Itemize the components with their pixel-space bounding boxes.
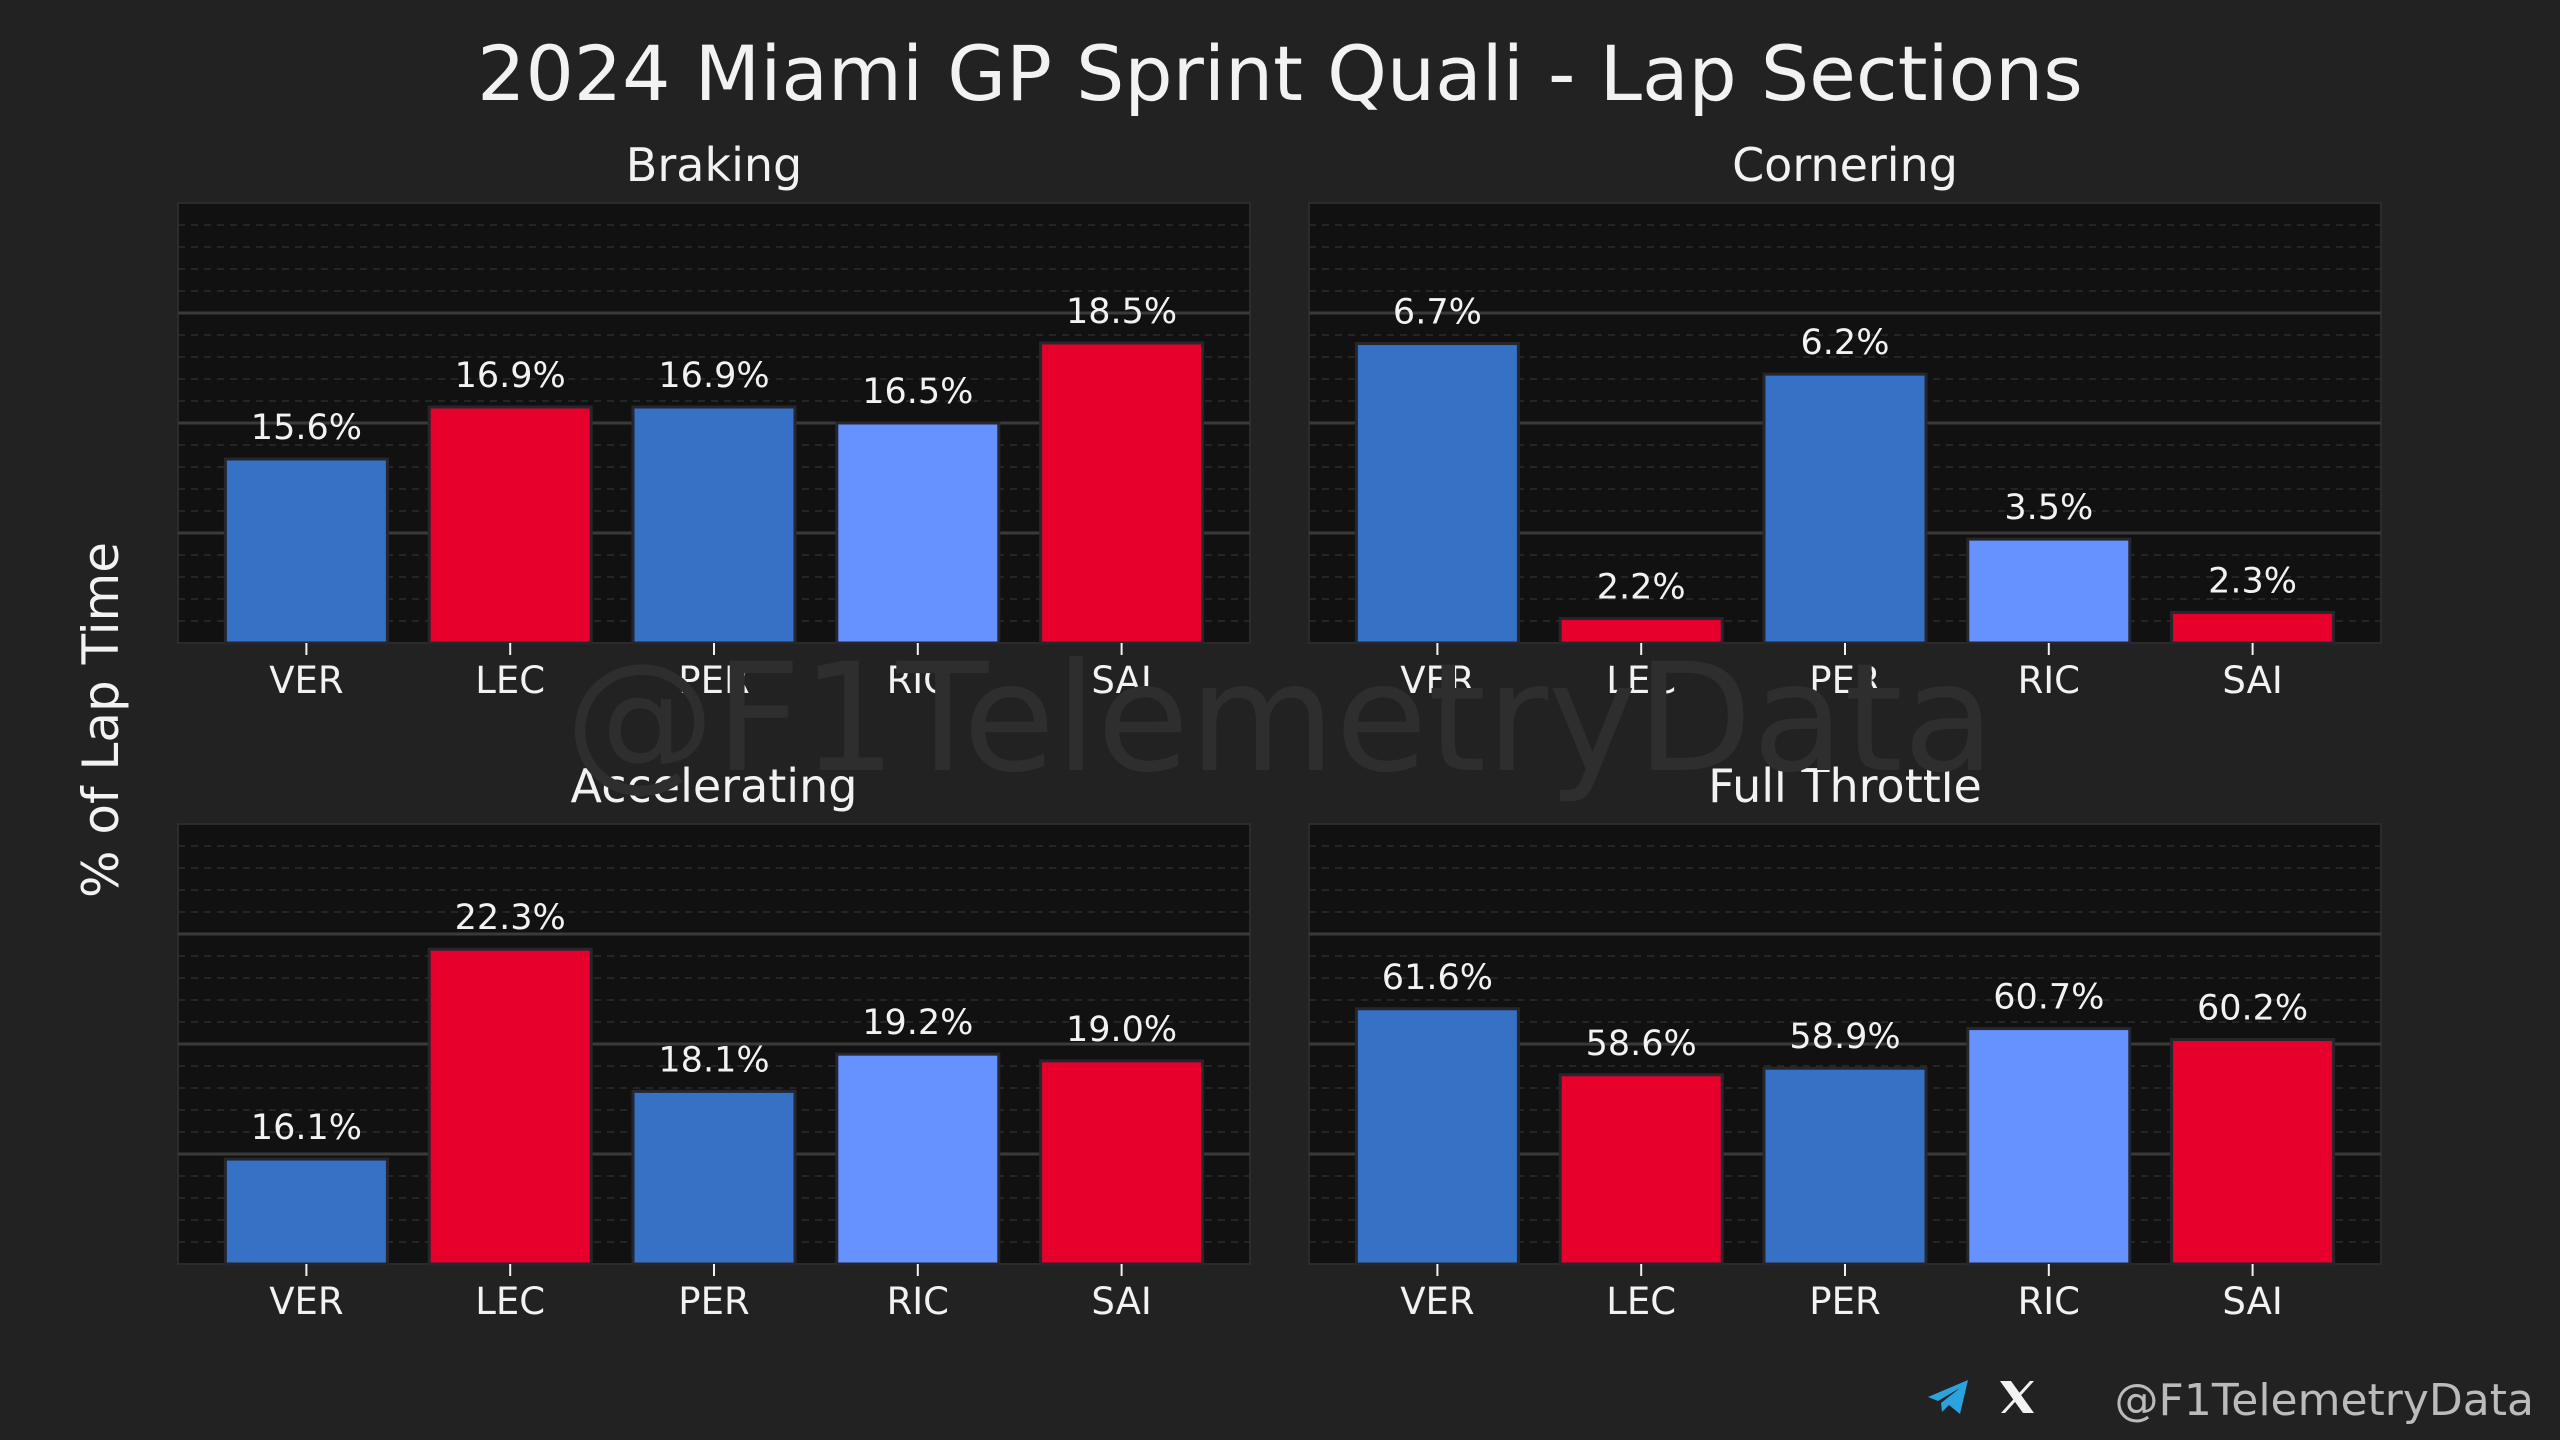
- subplot-cornering: Cornering 6.7% VER 2.2% LEC 6.2% PER 3.5% RIC 2.3…: [1308, 138, 2382, 702]
- data-label-ric: 19.2%: [862, 1003, 973, 1043]
- data-label-ver: 6.7%: [1393, 293, 1482, 333]
- data-label-lec: 2.2%: [1597, 568, 1686, 608]
- x-tick-label-per: PER: [678, 1280, 749, 1323]
- data-label-lec: 58.6%: [1586, 1024, 1697, 1064]
- data-label-ver: 61.6%: [1382, 958, 1493, 998]
- data-label-per: 6.2%: [1801, 323, 1890, 363]
- x-tick-label-lec: LEC: [1606, 659, 1676, 702]
- data-label-ver: 15.6%: [251, 408, 362, 448]
- bar-ver: [223, 1157, 389, 1266]
- x-tick-label-ric: RIC: [2018, 1280, 2080, 1323]
- bar-per: [631, 1089, 797, 1266]
- x-tick-label-ver: VER: [1400, 659, 1474, 702]
- data-label-sai: 18.5%: [1066, 292, 1177, 332]
- bar-per: [1762, 1066, 1928, 1266]
- footer: @F1TelemetryData: [1928, 1375, 2534, 1426]
- bar-per: [1762, 372, 1928, 645]
- bar-sai: [1039, 341, 1205, 645]
- y-axis-label: % of Lap Time: [72, 542, 130, 898]
- subplot-full-throttle: Full Throttle 61.6% VER 58.6% LEC 58.9% PER 60.…: [1308, 759, 2382, 1323]
- x-tick-label-ver: VER: [1400, 1280, 1474, 1323]
- x-tick-label-lec: LEC: [475, 1280, 545, 1323]
- data-label-ric: 60.7%: [1993, 978, 2104, 1018]
- x-tick-label-ric: RIC: [887, 659, 949, 702]
- data-label-lec: 16.9%: [455, 356, 566, 396]
- bar-sai: [2170, 610, 2336, 645]
- bar-per: [631, 405, 797, 645]
- data-label-sai: 19.0%: [1066, 1010, 1177, 1050]
- bar-lec: [427, 947, 593, 1266]
- bar-ric: [835, 1052, 1001, 1266]
- x-tick-label-ric: RIC: [887, 1280, 949, 1323]
- x-tick-label-ric: RIC: [2018, 659, 2080, 702]
- bar-ric: [1966, 537, 2132, 645]
- x-tick-label-per: PER: [1809, 1280, 1880, 1323]
- bar-lec: [1558, 1073, 1724, 1266]
- subplot-accelerating: Accelerating 16.1% VER 22.3% LEC 18.1% PER 19.2…: [177, 759, 1251, 1323]
- bar-ric: [835, 421, 1001, 645]
- data-label-per: 58.9%: [1789, 1017, 1900, 1057]
- subplot-title: Accelerating: [571, 759, 858, 813]
- subplot-title: Cornering: [1732, 138, 1958, 192]
- x-tick-label-ver: VER: [269, 659, 343, 702]
- bar-sai: [2170, 1038, 2336, 1266]
- bar-ver: [1354, 1007, 1520, 1266]
- watermark: @F1TelemetryData: [565, 632, 1995, 806]
- bar-ver: [223, 457, 389, 645]
- subplots: Braking 15.6% VER 16.9% LEC 16.9% PER 16.5% RIC 1…: [177, 138, 2382, 1323]
- bar-sai: [1039, 1059, 1205, 1266]
- bar-lec: [427, 405, 593, 645]
- data-label-ver: 16.1%: [251, 1108, 362, 1148]
- subplot-title: Full Throttle: [1708, 759, 1982, 813]
- chart-title: 2024 Miami GP Sprint Quali - Lap Section…: [477, 29, 2083, 118]
- x-tick-label-sai: SAI: [1091, 1280, 1151, 1323]
- subplot-title: Braking: [626, 138, 802, 192]
- bar-ver: [1354, 342, 1520, 645]
- x-tick-label-per: PER: [678, 659, 749, 702]
- x-tick-label-lec: LEC: [1606, 1280, 1676, 1323]
- x-tick-label-sai: SAI: [2222, 1280, 2282, 1323]
- data-label-sai: 2.3%: [2208, 561, 2297, 601]
- x-tick-label-ver: VER: [269, 1280, 343, 1323]
- subplot-braking: Braking 15.6% VER 16.9% LEC 16.9% PER 16.5% RIC 1…: [177, 138, 1251, 702]
- footer-handle: @F1TelemetryData: [2115, 1375, 2534, 1426]
- x-icon: [2000, 1381, 2034, 1413]
- data-label-per: 16.9%: [658, 356, 769, 396]
- x-tick-label-lec: LEC: [475, 659, 545, 702]
- x-tick-label-sai: SAI: [2222, 659, 2282, 702]
- x-tick-label-per: PER: [1809, 659, 1880, 702]
- telegram-icon: [1928, 1380, 1968, 1414]
- bar-ric: [1966, 1027, 2132, 1266]
- data-label-per: 18.1%: [658, 1040, 769, 1080]
- data-label-sai: 60.2%: [2197, 989, 2308, 1029]
- data-label-ric: 3.5%: [2004, 488, 2093, 528]
- data-label-lec: 22.3%: [455, 898, 566, 938]
- data-label-ric: 16.5%: [862, 372, 973, 412]
- x-tick-label-sai: SAI: [1091, 659, 1151, 702]
